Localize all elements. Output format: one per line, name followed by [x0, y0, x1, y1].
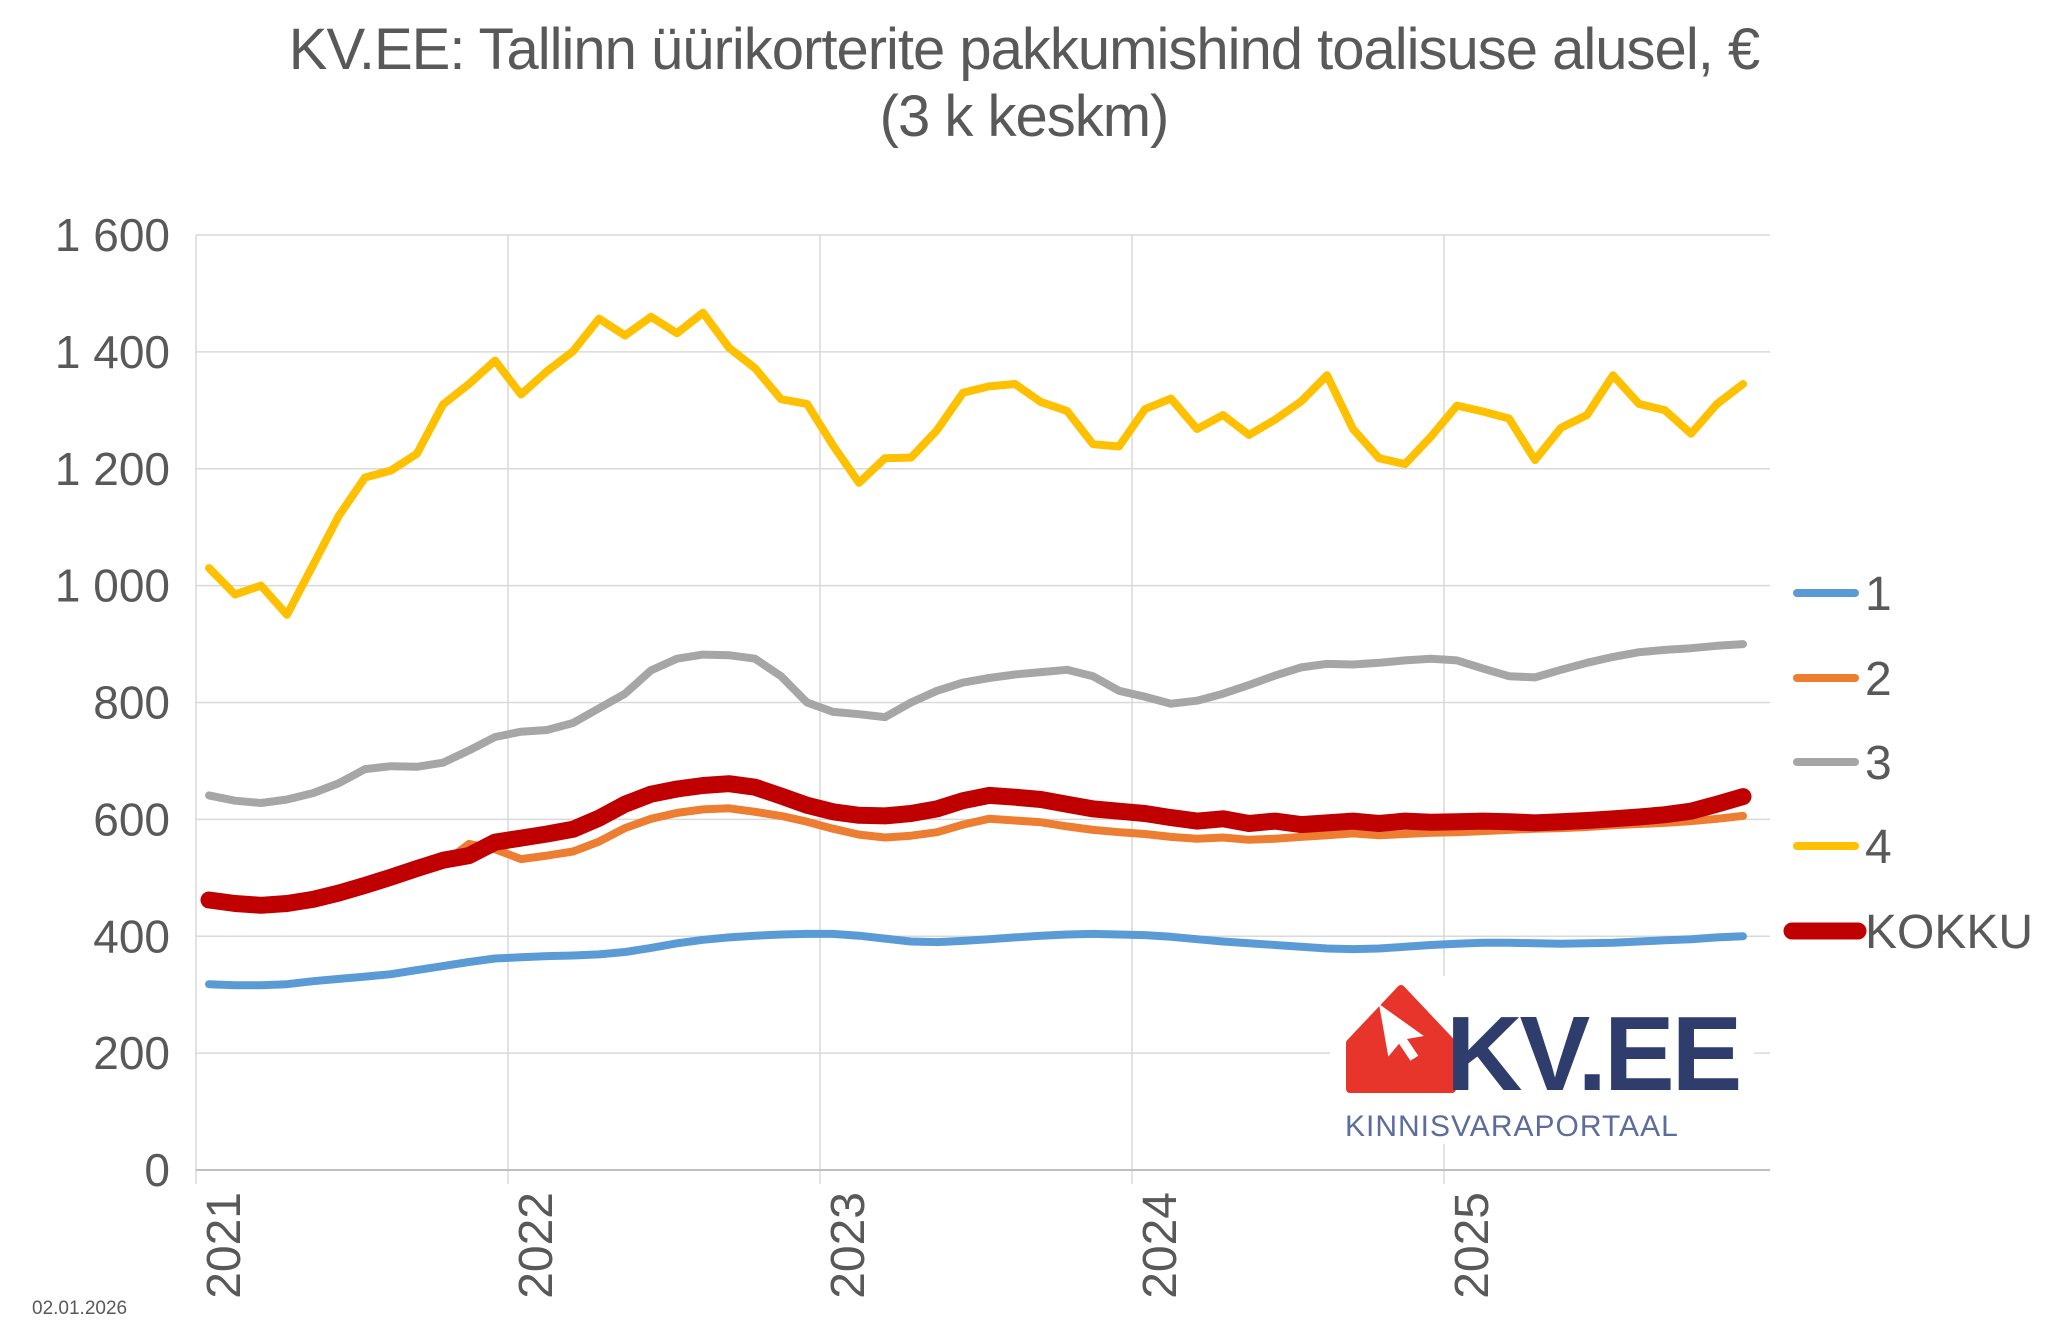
legend-label-3: 3 [1865, 737, 1892, 790]
kvee-logo: KV.EE KINNISVARAPORTAAL [1330, 976, 1754, 1144]
title-line-2: (3 k keskm) [879, 84, 1170, 150]
x-tick-label-2022: 2022 [510, 1192, 563, 1299]
y-tick-label: 1 600 [55, 209, 170, 261]
legend-label-1: 1 [1865, 568, 1892, 621]
y-tick-label: 400 [93, 910, 170, 962]
x-tick-label-2024: 2024 [1134, 1192, 1187, 1299]
series-line-KOKKU [200, 775, 1752, 914]
x-tick-label-2023: 2023 [822, 1192, 875, 1299]
series-line-3 [205, 640, 1747, 807]
title-line-1: KV.EE: Tallinn üürikorterite pakkumishin… [288, 17, 1760, 82]
legend: 1 2 3 4 KOKKU [1783, 568, 2033, 959]
x-axis-labels: 2021 2022 2023 2024 2025 [198, 1192, 1499, 1299]
y-tick-label: 800 [93, 677, 170, 729]
y-tick-label: 0 [144, 1144, 170, 1196]
series-line-4 [205, 308, 1747, 619]
y-tick-label: 1 400 [55, 326, 170, 378]
legend-item-KOKKU: KOKKU [1783, 906, 2033, 959]
y-tick-label: 200 [93, 1027, 170, 1079]
series-line-2 [205, 804, 1747, 907]
legend-item-1: 1 [1793, 568, 1892, 621]
legend-item-2: 2 [1793, 653, 1892, 706]
series-layer [200, 308, 1752, 990]
legend-label-KOKKU: KOKKU [1865, 906, 2033, 959]
legend-item-3: 3 [1793, 737, 1892, 790]
logo-text: KV.EE [1446, 995, 1739, 1113]
y-tick-label: 1 200 [55, 443, 170, 495]
x-tick-label-2025: 2025 [1446, 1192, 1499, 1299]
logo-subtext: KINNISVARAPORTAAL [1345, 1110, 1679, 1143]
legend-label-4: 4 [1865, 821, 1892, 874]
y-tick-label: 1 000 [55, 560, 170, 612]
legend-label-2: 2 [1865, 653, 1892, 706]
chart-title: KV.EE: Tallinn üürikorterite pakkumishin… [0, 16, 2048, 151]
y-tick-label: 600 [93, 793, 170, 845]
series-line-1 [205, 929, 1747, 990]
x-tick-label-2021: 2021 [198, 1192, 251, 1299]
y-axis-labels: 0 200 400 600 800 1 000 1 200 1 400 1 600 [55, 209, 170, 1196]
date-stamp: 02.01.2026 [32, 1298, 128, 1319]
logo-cursor-icon [1379, 1004, 1424, 1061]
legend-item-4: 4 [1793, 821, 1892, 874]
